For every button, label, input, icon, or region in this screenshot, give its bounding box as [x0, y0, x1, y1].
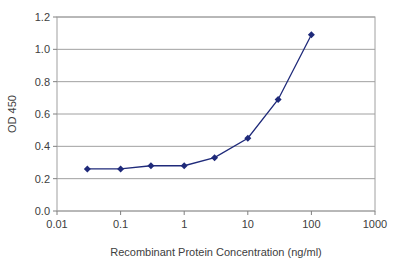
y-tick — [53, 17, 57, 18]
data-point — [211, 154, 218, 161]
data-line — [87, 35, 311, 169]
x-tick-label: 100 — [302, 218, 320, 230]
y-tick-label: 0.6 — [35, 108, 50, 120]
x-axis-label: Recombinant Protein Concentration (ng/ml… — [110, 246, 322, 258]
data-point — [117, 165, 124, 172]
x-tick-label: 10 — [242, 218, 254, 230]
x-tick — [375, 211, 376, 215]
y-tick-label: 1.0 — [35, 43, 50, 55]
grid-line — [57, 81, 375, 82]
y-tick-label: 0.4 — [35, 140, 50, 152]
x-tick — [311, 211, 312, 215]
data-point — [181, 162, 188, 169]
y-tick-label: 0.8 — [35, 76, 50, 88]
chart-svg: 0.0 0.2 0.4 0.6 0.8 1.0 1.2 0.01 0.1 1 10 100 1000 Re… — [0, 0, 400, 267]
x-tick-label: 0.01 — [46, 218, 67, 230]
x-tick — [120, 211, 121, 215]
grid-line — [57, 114, 375, 115]
data-point — [84, 165, 91, 172]
chart-container: 0.0 0.2 0.4 0.6 0.8 1.0 1.2 0.01 0.1 1 10 100 1000 Re… — [0, 0, 400, 267]
x-tick-label: 1000 — [363, 218, 387, 230]
data-point — [244, 135, 251, 142]
y-tick-label: 0.0 — [35, 205, 50, 217]
grid-line — [57, 178, 375, 179]
y-tick-label: 1.2 — [35, 11, 50, 23]
grid-line — [57, 146, 375, 147]
y-tick — [53, 211, 57, 212]
x-tick — [247, 211, 248, 215]
data-point — [275, 96, 282, 103]
grid-line — [57, 17, 375, 18]
grid-line — [57, 49, 375, 50]
grid-line — [57, 211, 375, 212]
x-tick-label: 0.1 — [113, 218, 128, 230]
y-tick — [53, 114, 57, 115]
y-tick-label: 0.2 — [35, 173, 50, 185]
y-tick — [53, 49, 57, 50]
data-point — [147, 162, 154, 169]
data-group — [84, 31, 315, 172]
y-tick — [53, 146, 57, 147]
y-axis-label: OD 450 — [6, 95, 18, 133]
x-tick — [184, 211, 185, 215]
x-tick-label: 1 — [181, 218, 187, 230]
y-tick — [53, 81, 57, 82]
x-tick — [57, 211, 58, 215]
data-point — [308, 31, 315, 38]
plot-frame — [57, 17, 375, 211]
y-tick — [53, 178, 57, 179]
